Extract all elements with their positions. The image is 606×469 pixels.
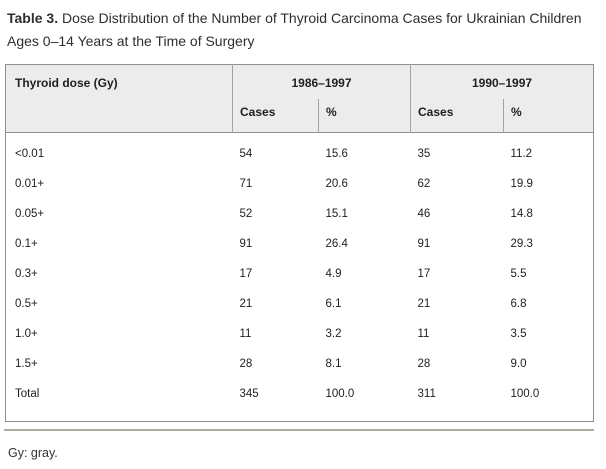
cell-value: 21 <box>232 289 319 319</box>
column-header-cases-1986: Cases <box>232 98 319 133</box>
cell-value: 6.8 <box>503 289 594 319</box>
table-header-sub-row: Cases % Cases % <box>6 98 594 133</box>
table-footnote: Gy: gray. <box>8 446 58 460</box>
footnote-divider <box>4 429 594 431</box>
column-header-pct-1990: % <box>503 98 594 133</box>
cell-value: 26.4 <box>318 229 411 259</box>
row-label: 0.05+ <box>5 199 233 229</box>
table-caption-text: Dose Distribution of the Number of Thyro… <box>7 10 582 49</box>
cell-value: 62 <box>410 169 504 199</box>
table-row: 0.5+ 21 6.1 21 6.8 <box>5 289 594 319</box>
cell-value: 6.1 <box>318 289 411 319</box>
table-header-group-row: Thyroid dose (Gy) 1986–1997 1990–1997 <box>5 64 594 133</box>
cell-value: 100.0 <box>318 379 411 422</box>
cell-value: 54 <box>232 132 319 169</box>
table-header: Thyroid dose (Gy) 1986–1997 1990–1997 Ca… <box>5 64 594 133</box>
table-row: Total 345 100.0 311 100.0 <box>5 379 594 422</box>
row-label: <0.01 <box>5 132 233 169</box>
column-group-1990-1997: 1990–1997 <box>410 64 594 99</box>
table-caption-label: Table 3. <box>7 10 59 26</box>
table-row: <0.01 54 15.6 35 11.2 <box>5 132 594 169</box>
cell-value: 4.9 <box>318 259 411 289</box>
column-header-pct-1986: % <box>317 98 411 133</box>
cell-value: 46 <box>410 199 504 229</box>
table-row: 0.01+ 71 20.6 62 19.9 <box>5 169 594 199</box>
row-label: 0.1+ <box>5 229 233 259</box>
table-row: 0.1+ 91 26.4 91 29.3 <box>5 229 594 259</box>
cell-value: 28 <box>410 349 504 379</box>
row-label: 1.0+ <box>5 319 233 349</box>
table-row: 0.05+ 52 15.1 46 14.8 <box>5 199 594 229</box>
cell-value: 21 <box>410 289 504 319</box>
dose-distribution-table: Thyroid dose (Gy) 1986–1997 1990–1997 Ca… <box>5 64 595 422</box>
cell-value: 5.5 <box>503 259 594 289</box>
cell-value: 91 <box>410 229 504 259</box>
cell-value: 29.3 <box>503 229 594 259</box>
cell-value: 91 <box>232 229 319 259</box>
cell-value: 35 <box>410 132 504 169</box>
cell-value: 19.9 <box>503 169 594 199</box>
row-label: Total <box>5 379 233 422</box>
cell-value: 17 <box>232 259 319 289</box>
row-label: 0.5+ <box>5 289 233 319</box>
row-label: 0.3+ <box>5 259 233 289</box>
cell-value: 14.8 <box>503 199 594 229</box>
cell-value: 15.6 <box>318 132 411 169</box>
cell-value: 52 <box>232 199 319 229</box>
cell-value: 3.2 <box>318 319 411 349</box>
column-group-1986-1997: 1986–1997 <box>231 64 411 99</box>
cell-value: 28 <box>232 349 319 379</box>
row-label: 1.5+ <box>5 349 233 379</box>
cell-value: 11.2 <box>503 132 594 169</box>
table-row: 1.5+ 28 8.1 28 9.0 <box>5 349 594 379</box>
cell-value: 15.1 <box>318 199 411 229</box>
column-header-cases-1990: Cases <box>410 98 504 133</box>
cell-value: 71 <box>232 169 319 199</box>
cell-value: 11 <box>232 319 319 349</box>
cell-value: 311 <box>410 379 504 422</box>
table-body: <0.01 54 15.6 35 11.2 0.01+ 71 20.6 62 19.9 0.05+ 5… <box>5 132 594 422</box>
table-row: 1.0+ 11 3.2 11 3.5 <box>5 319 594 349</box>
cell-value: 11 <box>410 319 504 349</box>
cell-value: 345 <box>232 379 319 422</box>
cell-value: 17 <box>410 259 504 289</box>
cell-value: 9.0 <box>503 349 594 379</box>
cell-value: 20.6 <box>318 169 411 199</box>
column-header-thyroid-dose: Thyroid dose (Gy) <box>5 64 233 133</box>
cell-value: 100.0 <box>503 379 594 422</box>
table-caption: Table 3. Dose Distribution of the Number… <box>7 7 582 53</box>
row-label: 0.01+ <box>5 169 233 199</box>
cell-value: 8.1 <box>318 349 411 379</box>
cell-value: 3.5 <box>503 319 594 349</box>
table-row: 0.3+ 17 4.9 17 5.5 <box>5 259 594 289</box>
